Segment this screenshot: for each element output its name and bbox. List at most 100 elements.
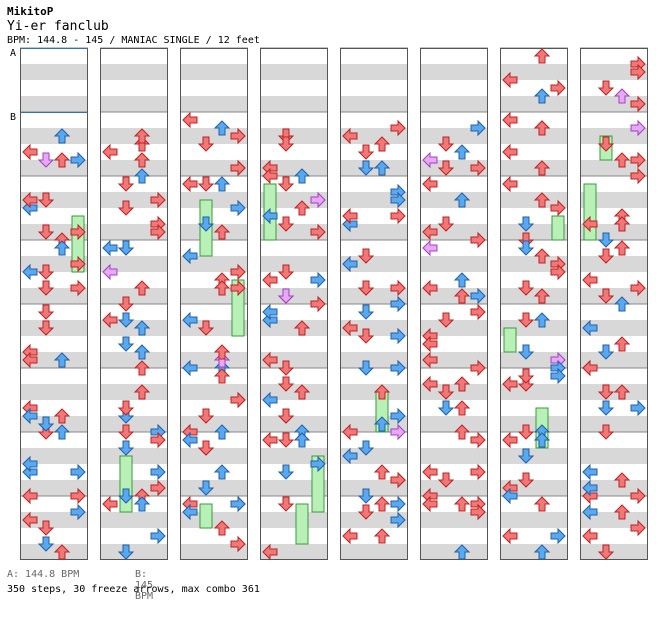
beat-stripe xyxy=(20,224,88,240)
step-arrow xyxy=(70,503,86,521)
beat-stripe xyxy=(340,320,408,336)
step-arrow xyxy=(197,440,215,456)
beat-stripe xyxy=(100,96,168,112)
beat-stripe xyxy=(420,48,488,64)
step-arrow xyxy=(213,176,231,192)
step-arrow xyxy=(213,224,231,240)
beat-stripe xyxy=(260,464,328,480)
step-arrow xyxy=(102,239,118,257)
beat-stripe xyxy=(180,96,248,112)
step-arrow xyxy=(550,79,566,97)
step-arrow xyxy=(213,464,231,480)
step-arrow xyxy=(373,416,391,432)
beat-stripe xyxy=(260,256,328,272)
step-arrow xyxy=(470,287,486,305)
step-arrow xyxy=(70,463,86,481)
step-arrow xyxy=(310,295,326,313)
beat-stripe xyxy=(100,160,168,176)
step-arrow xyxy=(262,543,278,561)
beat-stripe xyxy=(20,160,88,176)
step-arrow xyxy=(213,520,231,536)
beat-stripe xyxy=(580,240,648,256)
step-arrow xyxy=(262,271,278,289)
step-arrow xyxy=(357,360,375,376)
chart-column xyxy=(420,47,488,560)
step-arrow xyxy=(437,160,455,176)
step-arrow xyxy=(230,263,246,281)
beat-stripe xyxy=(20,304,88,320)
step-arrow xyxy=(630,95,646,113)
beat-stripe xyxy=(180,464,248,480)
step-arrow xyxy=(373,496,391,512)
step-arrow xyxy=(373,528,391,544)
beat-stripe xyxy=(260,448,328,464)
step-arrow xyxy=(230,535,246,553)
step-arrow xyxy=(502,431,518,449)
step-arrow xyxy=(230,279,246,297)
beat-stripe xyxy=(500,112,568,128)
step-arrow xyxy=(550,263,566,281)
step-arrow xyxy=(22,351,38,369)
step-arrow xyxy=(117,400,135,416)
beat-stripe xyxy=(20,176,88,192)
beat-stripe xyxy=(180,416,248,432)
beat-stripe xyxy=(340,160,408,176)
step-arrow xyxy=(582,503,598,521)
beat-stripe xyxy=(580,544,648,560)
step-arrow xyxy=(630,399,646,417)
step-arrow xyxy=(422,351,438,369)
beat-stripe xyxy=(500,240,568,256)
beat-stripe xyxy=(340,400,408,416)
beat-stripe xyxy=(20,240,88,256)
step-arrow xyxy=(470,159,486,177)
step-arrow xyxy=(213,344,231,360)
beat-stripe xyxy=(20,496,88,512)
beat-stripe xyxy=(20,208,88,224)
step-arrow xyxy=(422,223,438,241)
step-arrow xyxy=(70,223,86,241)
beat-stripe xyxy=(420,224,488,240)
step-arrow xyxy=(182,359,198,377)
beat-stripe xyxy=(260,272,328,288)
step-arrow xyxy=(453,400,471,416)
beat-stripe xyxy=(260,96,328,112)
step-arrow xyxy=(597,288,615,304)
step-arrow xyxy=(117,240,135,256)
beat-stripe xyxy=(340,256,408,272)
step-arrow xyxy=(133,280,151,296)
step-arrow xyxy=(390,207,406,225)
step-arrow xyxy=(357,160,375,176)
step-arrow xyxy=(277,176,295,192)
step-arrow xyxy=(182,247,198,265)
beat-stripe xyxy=(340,336,408,352)
beat-stripe xyxy=(260,512,328,528)
step-arrow xyxy=(390,191,406,209)
beat-stripe xyxy=(100,416,168,432)
beat-stripe xyxy=(580,400,648,416)
column-border xyxy=(500,48,568,560)
step-arrow xyxy=(277,136,295,152)
step-arrow xyxy=(613,336,631,352)
step-arrow xyxy=(597,80,615,96)
step-arrow xyxy=(37,152,55,168)
beat-stripe xyxy=(20,64,88,80)
beat-stripe xyxy=(500,208,568,224)
beat-stripe xyxy=(260,400,328,416)
beat-stripe xyxy=(500,192,568,208)
beat-stripe xyxy=(420,304,488,320)
step-arrow xyxy=(390,279,406,297)
step-arrow xyxy=(293,200,311,216)
step-arrow xyxy=(53,424,71,440)
step-arrow xyxy=(213,424,231,440)
beat-stripe xyxy=(180,320,248,336)
beat-stripe xyxy=(100,208,168,224)
step-arrow xyxy=(102,263,118,281)
step-arrow xyxy=(533,48,551,64)
step-arrow xyxy=(470,231,486,249)
beat-stripe xyxy=(420,528,488,544)
step-arrow xyxy=(213,368,231,384)
step-arrow xyxy=(437,312,455,328)
step-arrow xyxy=(597,384,615,400)
step-arrow xyxy=(150,431,166,449)
bpm-marker-label: B xyxy=(10,112,16,123)
